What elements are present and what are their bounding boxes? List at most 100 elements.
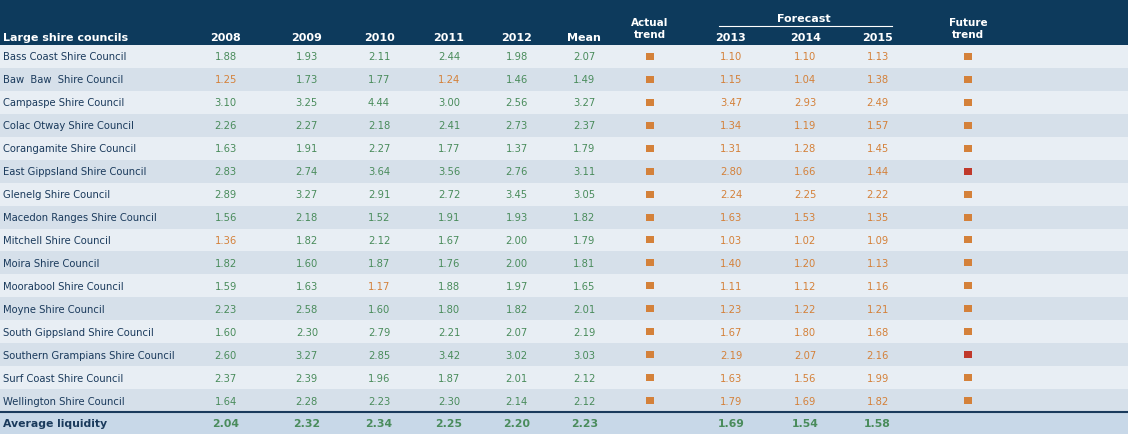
- Text: 2.24: 2.24: [720, 190, 742, 200]
- Text: 1.20: 1.20: [794, 258, 817, 268]
- Text: 1.79: 1.79: [720, 396, 742, 406]
- Text: 1.58: 1.58: [864, 418, 891, 428]
- Text: 2.20: 2.20: [503, 418, 530, 428]
- Text: 2.25: 2.25: [435, 418, 462, 428]
- Text: 3.42: 3.42: [438, 350, 460, 360]
- Text: 2.56: 2.56: [505, 98, 528, 108]
- Text: Bass Coast Shire Council: Bass Coast Shire Council: [3, 53, 126, 62]
- Text: Surf Coast Shire Council: Surf Coast Shire Council: [3, 373, 124, 383]
- Text: 2.72: 2.72: [438, 190, 460, 200]
- Text: 1.19: 1.19: [794, 121, 817, 131]
- Text: 2008: 2008: [210, 33, 241, 43]
- Text: Moira Shire Council: Moira Shire Council: [3, 258, 99, 268]
- Bar: [645, 54, 654, 61]
- Text: 1.87: 1.87: [368, 258, 390, 268]
- Bar: [963, 352, 972, 358]
- Text: 2.93: 2.93: [794, 98, 817, 108]
- Bar: [963, 77, 972, 84]
- Text: 1.15: 1.15: [720, 75, 742, 85]
- Text: 1.10: 1.10: [794, 53, 817, 62]
- Text: 2.19: 2.19: [573, 327, 596, 337]
- Text: 3.27: 3.27: [296, 350, 318, 360]
- Text: 2.07: 2.07: [573, 53, 596, 62]
- Text: 2.27: 2.27: [368, 144, 390, 154]
- Text: 1.54: 1.54: [792, 418, 819, 428]
- Bar: [0, 206, 1128, 229]
- Text: 2.41: 2.41: [438, 121, 460, 131]
- Text: 1.28: 1.28: [794, 144, 817, 154]
- Text: 2.79: 2.79: [368, 327, 390, 337]
- Text: 1.13: 1.13: [866, 53, 889, 62]
- Text: Moyne Shire Council: Moyne Shire Council: [3, 304, 105, 314]
- Text: 1.80: 1.80: [438, 304, 460, 314]
- Text: 2.18: 2.18: [296, 213, 318, 223]
- Text: 3.25: 3.25: [296, 98, 318, 108]
- Bar: [963, 214, 972, 221]
- Text: 2.30: 2.30: [438, 396, 460, 406]
- Text: 1.67: 1.67: [438, 235, 460, 245]
- Text: Future
trend: Future trend: [949, 18, 987, 40]
- Text: 1.99: 1.99: [866, 373, 889, 383]
- Text: 1.25: 1.25: [214, 75, 237, 85]
- Text: 2.76: 2.76: [505, 167, 528, 177]
- Text: East Gippsland Shire Council: East Gippsland Shire Council: [3, 167, 147, 177]
- Text: 1.79: 1.79: [573, 235, 596, 245]
- Bar: [0, 275, 1128, 298]
- Bar: [963, 329, 972, 335]
- Text: 1.13: 1.13: [866, 258, 889, 268]
- Text: 1.35: 1.35: [866, 213, 889, 223]
- Text: 1.80: 1.80: [794, 327, 817, 337]
- Bar: [0, 412, 1128, 434]
- Text: 2014: 2014: [790, 33, 821, 43]
- Text: 1.87: 1.87: [438, 373, 460, 383]
- Text: 1.82: 1.82: [505, 304, 528, 314]
- Text: 1.68: 1.68: [866, 327, 889, 337]
- Text: 1.77: 1.77: [438, 144, 460, 154]
- Text: 1.76: 1.76: [438, 258, 460, 268]
- Text: 2.60: 2.60: [214, 350, 237, 360]
- Text: 1.93: 1.93: [505, 213, 528, 223]
- Text: 1.81: 1.81: [573, 258, 596, 268]
- Text: 2.28: 2.28: [296, 396, 318, 406]
- Text: 2.00: 2.00: [505, 235, 528, 245]
- Text: 1.60: 1.60: [368, 304, 390, 314]
- Bar: [645, 374, 654, 381]
- Text: 1.57: 1.57: [866, 121, 889, 131]
- Text: 2.32: 2.32: [293, 418, 320, 428]
- Text: 3.02: 3.02: [505, 350, 528, 360]
- Bar: [963, 54, 972, 61]
- Text: Moorabool Shire Council: Moorabool Shire Council: [3, 281, 124, 291]
- Text: Average liquidity: Average liquidity: [3, 418, 107, 428]
- Bar: [0, 183, 1128, 206]
- Bar: [645, 260, 654, 267]
- Text: 2.22: 2.22: [866, 190, 889, 200]
- Text: 2010: 2010: [363, 33, 395, 43]
- Text: 1.02: 1.02: [794, 235, 817, 245]
- Bar: [963, 145, 972, 152]
- Text: 1.82: 1.82: [296, 235, 318, 245]
- Text: 2.73: 2.73: [505, 121, 528, 131]
- Text: 2013: 2013: [715, 33, 747, 43]
- Text: 1.36: 1.36: [214, 235, 237, 245]
- Text: 2.16: 2.16: [866, 350, 889, 360]
- Bar: [645, 306, 654, 312]
- Text: 1.53: 1.53: [794, 213, 817, 223]
- Text: 2.34: 2.34: [365, 418, 393, 428]
- Bar: [963, 191, 972, 198]
- Text: Campaspe Shire Council: Campaspe Shire Council: [3, 98, 124, 108]
- Bar: [645, 214, 654, 221]
- Bar: [963, 122, 972, 129]
- Text: 2.23: 2.23: [368, 396, 390, 406]
- Text: 1.65: 1.65: [573, 281, 596, 291]
- Bar: [963, 374, 972, 381]
- Text: 1.98: 1.98: [505, 53, 528, 62]
- Text: 2.12: 2.12: [573, 396, 596, 406]
- Bar: [645, 329, 654, 335]
- Text: 1.88: 1.88: [214, 53, 237, 62]
- Text: 2015: 2015: [862, 33, 893, 43]
- Text: 2011: 2011: [433, 33, 465, 43]
- Text: 2.44: 2.44: [438, 53, 460, 62]
- Bar: [645, 168, 654, 175]
- Text: 2.89: 2.89: [214, 190, 237, 200]
- Text: 2.37: 2.37: [573, 121, 596, 131]
